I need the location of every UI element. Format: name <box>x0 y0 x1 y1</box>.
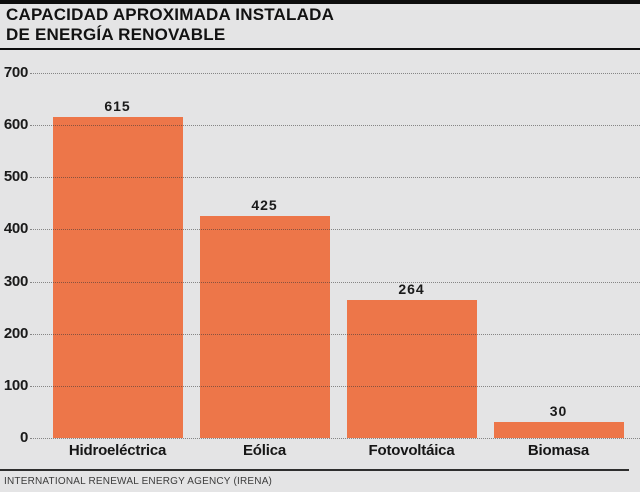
source-credit: INTERNATIONAL RENEWAL ENERGY AGENCY (IRE… <box>4 476 273 487</box>
bar-value-biomasa: 30 <box>549 403 568 419</box>
y-axis-tick-600: 600 <box>3 116 28 134</box>
category-label-biomasa: Biomasa <box>527 442 590 459</box>
bar-fotovoltaica <box>346 300 477 438</box>
y-axis-tick-400: 400 <box>3 220 28 238</box>
y-axis-tick-200: 200 <box>3 324 28 342</box>
category-label-hidroelectrica: Hidroeléctrica <box>68 442 167 459</box>
bar-biomasa <box>493 422 624 438</box>
gridline-y-600 <box>30 125 640 127</box>
chart-title-line2: DE ENERGÍA RENOVABLE <box>6 25 226 44</box>
y-axis-tick-700: 700 <box>3 64 28 81</box>
bar-value-hidroelectrica: 615 <box>104 98 131 114</box>
source-divider-rule <box>0 469 629 471</box>
bar-value-fotovoltaica: 264 <box>398 281 425 297</box>
bar-value-eolica: 425 <box>251 197 278 213</box>
top-border-rule <box>0 0 640 4</box>
bar-eolica <box>199 216 330 438</box>
gridline-y-200 <box>30 333 640 335</box>
y-axis-tick-300: 300 <box>3 272 28 290</box>
gridline-y-700 <box>30 73 640 74</box>
gridline-y-300 <box>30 281 640 283</box>
y-axis-tick-0: 0 <box>19 429 28 446</box>
chart-title-line1: CAPACIDAD APROXIMADA INSTALADA <box>6 5 335 24</box>
category-label-eolica: Eólica <box>243 442 286 459</box>
title-divider-rule <box>0 48 640 50</box>
gridline-y-0 <box>30 438 640 439</box>
y-axis-tick-500: 500 <box>3 168 28 186</box>
gridline-y-100 <box>30 385 640 387</box>
y-axis-tick-100: 100 <box>3 376 28 394</box>
gridline-y-400 <box>30 229 640 231</box>
chart-title: CAPACIDAD APROXIMADA INSTALADA DE ENERGÍ… <box>6 5 334 45</box>
category-label-fotovoltaica: Fotovoltáica <box>368 442 455 459</box>
gridline-y-500 <box>30 177 640 179</box>
bar-hidroelectrica <box>52 117 183 438</box>
